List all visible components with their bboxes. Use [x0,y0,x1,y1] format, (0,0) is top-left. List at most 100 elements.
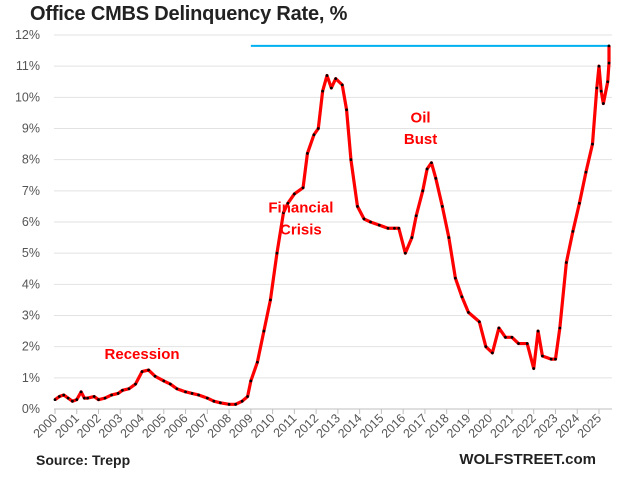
x-tick-label: 2003 [96,411,126,441]
data-point [197,393,201,397]
x-tick-label: 2007 [183,411,213,441]
data-point [140,370,144,373]
data-point [316,127,320,130]
data-point [607,44,611,48]
data-point [134,382,137,386]
data-point [554,357,557,361]
data-point [175,387,179,391]
data-point [190,392,194,395]
annotation-label: Bust [404,131,437,148]
data-point [430,161,433,165]
data-point [601,102,605,105]
y-tick-label: 9% [22,122,40,136]
data-point [541,354,544,358]
data-point [434,176,438,180]
data-point [597,64,601,68]
data-point [386,226,390,230]
data-point [467,310,470,314]
data-point [517,342,520,345]
data-point [421,189,425,193]
data-point [410,236,414,239]
data-point [255,360,259,364]
data-point [240,399,244,403]
annotation-label: Recession [105,346,180,363]
data-point [345,108,348,112]
y-tick-label: 1% [22,371,40,385]
data-point [286,201,290,205]
data-point [205,396,209,400]
data-point [490,351,494,355]
data-point [532,367,536,370]
y-tick-label: 12% [15,28,40,42]
data-point [447,236,451,239]
data-point [440,205,444,208]
data-point [282,211,285,215]
data-point [301,186,305,190]
x-tick-label: 2001 [52,411,82,441]
data-point [218,401,222,405]
x-tick-label: 2020 [466,411,496,441]
source-label: Source: Trepp [36,452,131,468]
data-point [234,402,238,406]
x-tick-label: 2016 [379,411,409,441]
data-point [393,226,396,230]
x-tick-label: 2021 [488,411,518,441]
y-tick-label: 11% [16,59,40,73]
data-point [536,329,540,333]
data-point [369,220,372,224]
data-point [306,152,309,155]
x-tick-label: 2017 [400,411,430,441]
data-point [82,396,86,400]
credit-label: WOLFSTREET.com [459,451,596,468]
data-point [425,167,429,171]
data-point [168,382,172,386]
data-point [312,133,316,137]
y-tick-label: 0% [22,402,40,416]
data-point [477,320,481,324]
data-point [121,388,124,392]
x-tick-label: 2019 [444,411,474,441]
data-point [227,402,231,406]
x-tick-label: 2024 [553,411,583,441]
data-point [356,205,359,208]
data-point [249,379,253,383]
x-tick-label: 2005 [139,411,169,441]
chart-title: Office CMBS Delinquency Rate, % [30,3,348,25]
data-point [484,345,488,349]
data-point [97,398,100,402]
x-tick-label: 2006 [161,411,191,441]
data-point [329,86,333,90]
data-point [571,229,575,233]
data-point [292,192,296,196]
data-point [607,61,611,65]
data-point [184,390,187,394]
data-point [116,392,120,395]
data-point [127,387,131,391]
data-point [460,295,464,299]
x-tick-label: 2008 [205,411,235,441]
y-tick-label: 6% [22,215,40,229]
annotation-label: Crisis [280,221,322,238]
data-point [147,368,150,372]
x-tick-label: 2015 [357,411,387,441]
annotation-label: Oil [411,109,431,126]
x-tick-label: 2009 [226,411,256,441]
annotation-label: Financial [268,200,333,217]
data-point [262,329,266,333]
data-point [504,335,507,339]
data-point [403,251,407,255]
x-tick-label: 2013 [313,411,343,441]
data-point [362,217,366,221]
data-point [66,396,70,400]
data-point [510,335,514,339]
data-point [591,142,594,146]
data-point [377,223,381,227]
data-point [162,379,166,383]
y-tick-label: 10% [15,90,40,104]
x-tick-label: 2012 [292,411,322,441]
data-point [453,276,457,280]
data-point [397,226,401,230]
data-point [414,214,418,218]
data-point [558,326,562,330]
